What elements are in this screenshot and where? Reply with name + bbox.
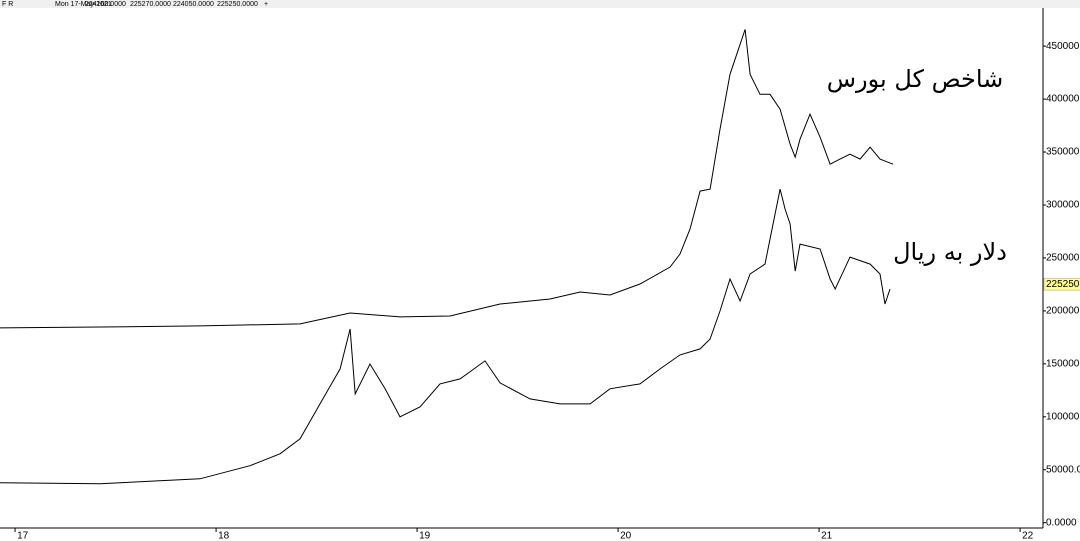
y-tick-label: 100000.0000 (1046, 411, 1080, 422)
y-tick-label: 150000.0000 (1046, 358, 1080, 369)
x-tick-label: 20 (620, 531, 632, 541)
header-icon: F R (2, 1, 13, 8)
header-plus: + (264, 1, 268, 8)
series-annotation: شاخص کل بورس (827, 65, 1003, 93)
header-field: 225270.0000 (130, 1, 171, 8)
header-field: Mon 17-May-2021 (55, 1, 112, 8)
header-bar (0, 0, 1080, 8)
y-tick-label: 450000.0000 (1046, 41, 1080, 52)
header-field: 224160.0000 (85, 1, 126, 8)
y-tick-label: 300000.0000 (1046, 200, 1080, 211)
x-tick-label: 17 (17, 531, 29, 541)
y-tick-label: 400000.0000 (1046, 94, 1080, 105)
y-tick-label: 350000.0000 (1046, 147, 1080, 158)
y-tick-label: 250000.0000 (1046, 253, 1080, 264)
last-price-label: 225250 (1046, 279, 1080, 290)
x-tick-label: 21 (821, 531, 833, 541)
y-tick-label: 50000.0000 (1046, 464, 1080, 475)
x-tick-label: 19 (419, 531, 431, 541)
x-tick-label: 18 (218, 531, 230, 541)
last-price-box (1043, 277, 1080, 291)
series-annotation: دلار به ریال (893, 238, 1007, 266)
x-tick-label: 22 (1022, 531, 1034, 541)
series-line (0, 188, 891, 485)
header-field: 225250.0000 (217, 1, 258, 8)
y-tick-label: 0.0000 (1046, 517, 1077, 528)
series-line (0, 29, 894, 329)
y-tick-label: 200000.0000 (1046, 306, 1080, 317)
header-field: 224050.0000 (173, 1, 214, 8)
